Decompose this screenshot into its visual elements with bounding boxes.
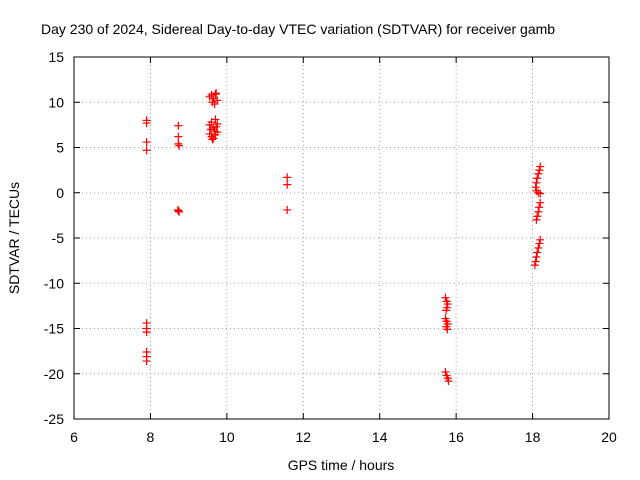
data-point — [283, 173, 292, 182]
data-point — [283, 180, 292, 189]
y-tick-label: 0 — [56, 185, 64, 201]
x-tick-label: 16 — [448, 429, 464, 445]
x-tick-label: 14 — [372, 429, 388, 445]
x-tick-label: 10 — [219, 429, 235, 445]
data-point — [142, 357, 151, 366]
data-point — [175, 141, 184, 150]
x-tick-label: 18 — [525, 429, 541, 445]
data-point — [209, 94, 218, 103]
data-point — [211, 90, 220, 99]
data-point — [213, 128, 222, 137]
data-point — [536, 235, 545, 244]
data-point — [444, 376, 453, 385]
data-point — [142, 146, 151, 155]
data-series — [142, 89, 545, 385]
data-point — [142, 138, 151, 147]
data-point — [174, 121, 183, 130]
data-point — [532, 253, 541, 262]
y-axis-label: SDTVAR / TECUs — [6, 182, 22, 294]
data-point — [536, 189, 545, 198]
data-point — [209, 134, 218, 143]
data-point — [532, 178, 541, 187]
data-point — [443, 325, 452, 334]
data-point — [533, 174, 542, 183]
data-point — [174, 132, 183, 141]
data-point — [211, 115, 220, 124]
data-point — [531, 257, 540, 266]
data-point — [442, 306, 451, 315]
data-point — [536, 162, 545, 171]
data-point — [534, 207, 543, 216]
data-point — [533, 212, 542, 221]
x-axis-label: GPS time / hours — [288, 457, 395, 473]
x-tick-label: 8 — [147, 429, 155, 445]
y-tick-label: 5 — [56, 140, 64, 156]
data-point — [441, 293, 450, 302]
data-point — [534, 243, 543, 252]
axis-ticks: 6 8 10 12 14 16 18 20 -25 -20 -15 -10 -5 0 5 10 15 — [44, 49, 617, 445]
data-point — [535, 203, 544, 212]
data-point — [212, 89, 221, 98]
data-point — [535, 166, 544, 175]
data-point — [536, 198, 545, 207]
data-point — [174, 206, 183, 215]
chart-title: Day 230 of 2024, Sidereal Day-to-day VTE… — [41, 21, 555, 37]
data-point — [532, 215, 541, 224]
data-point — [534, 169, 543, 178]
data-point — [210, 100, 219, 109]
data-point — [441, 367, 450, 376]
data-point — [531, 183, 540, 192]
data-point — [535, 239, 544, 248]
x-tick-label: 20 — [601, 429, 617, 445]
y-tick-label: -25 — [44, 411, 64, 427]
data-point — [443, 300, 452, 309]
x-tick-label: 12 — [295, 429, 311, 445]
data-point — [534, 188, 543, 197]
x-tick-label: 6 — [70, 429, 78, 445]
y-tick-label: 15 — [48, 49, 64, 65]
data-point — [530, 261, 539, 270]
y-tick-label: -15 — [44, 321, 64, 337]
y-tick-label: 10 — [48, 94, 64, 110]
y-tick-label: -5 — [52, 230, 65, 246]
data-point — [142, 328, 151, 337]
data-point — [207, 91, 216, 100]
data-point — [283, 205, 292, 214]
data-point — [533, 248, 542, 257]
data-point — [205, 92, 214, 101]
data-point — [208, 135, 217, 144]
data-point — [174, 139, 183, 148]
data-point — [175, 207, 184, 216]
data-point — [142, 119, 151, 128]
grid — [74, 57, 609, 419]
data-point — [206, 125, 215, 134]
y-tick-label: -10 — [44, 275, 64, 291]
y-tick-label: -20 — [44, 366, 64, 382]
data-point — [212, 122, 221, 131]
